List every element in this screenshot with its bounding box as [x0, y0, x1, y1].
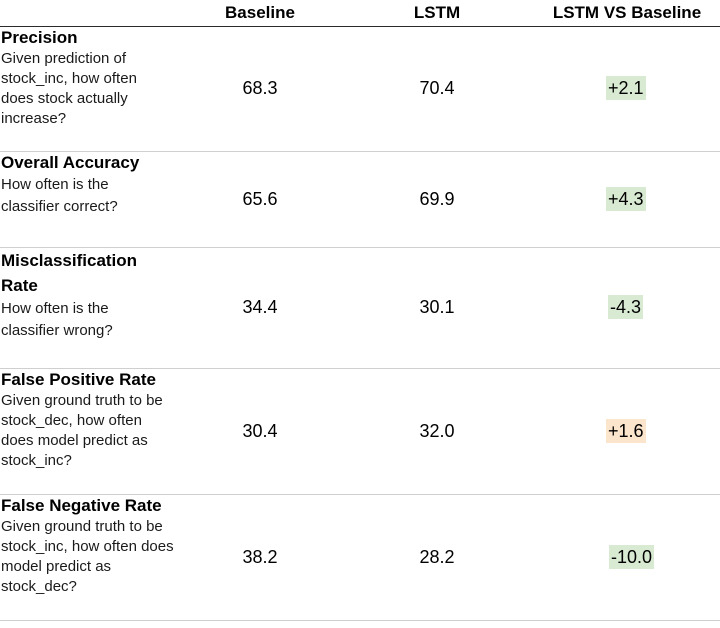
table-row-false-negative-rate: False Negative Rate Given ground truth t…: [0, 495, 720, 621]
metric-description: How often is the classifier correct?: [1, 176, 118, 215]
metric-title: False Positive Rate: [1, 370, 156, 389]
metric-description: Given ground truth to be stock_inc, how …: [1, 518, 174, 595]
metric-cell: False Positive Rate Given ground truth t…: [1, 369, 169, 471]
table-row-overall-accuracy: Overall Accuracy How often is the classi…: [0, 152, 720, 248]
metric-description: Given prediction of stock_inc, how often…: [1, 50, 137, 127]
lstm-value: 69.9: [419, 189, 455, 209]
metric-description: Given ground truth to be stock_dec, how …: [1, 392, 163, 469]
table-row-precision: Precision Given prediction of stock_inc,…: [0, 27, 720, 152]
metric-title: False Negative Rate: [1, 496, 162, 515]
metric-cell: False Negative Rate Given ground truth t…: [1, 495, 176, 597]
diff-value: +4.3: [606, 187, 646, 211]
metric-description: How often is the classifier wrong?: [1, 300, 113, 339]
baseline-value: 68.3: [242, 78, 278, 98]
metric-title: Misclassification Rate: [1, 251, 138, 295]
metric-title: Precision: [1, 28, 78, 47]
lstm-value: 70.4: [419, 78, 455, 98]
diff-value: -4.3: [608, 295, 644, 319]
lstm-value: 30.1: [419, 297, 455, 317]
header-baseline: Baseline: [225, 3, 295, 22]
diff-value: +2.1: [606, 76, 646, 100]
metric-cell: Overall Accuracy How often is the classi…: [1, 152, 151, 218]
baseline-value: 65.6: [242, 189, 278, 209]
baseline-value: 34.4: [242, 297, 278, 317]
metric-cell: Misclassification Rate How often is the …: [1, 248, 161, 342]
baseline-value: 30.4: [242, 421, 278, 441]
header-lstm: LSTM: [413, 3, 461, 22]
table-row-false-positive-rate: False Positive Rate Given ground truth t…: [0, 369, 720, 495]
table-row-misclassification-rate: Misclassification Rate How often is the …: [0, 248, 720, 369]
metric-cell: Precision Given prediction of stock_inc,…: [1, 27, 161, 129]
diff-value: -10.0: [609, 545, 655, 569]
metric-title: Overall Accuracy: [1, 153, 140, 172]
lstm-value: 28.2: [419, 547, 455, 567]
diff-value: +1.6: [606, 419, 646, 443]
baseline-value: 38.2: [242, 547, 278, 567]
header-lstm-vs-baseline: LSTM VS Baseline: [552, 3, 702, 22]
table-header: Baseline LSTM LSTM VS Baseline: [0, 0, 720, 27]
lstm-value: 32.0: [419, 421, 455, 441]
